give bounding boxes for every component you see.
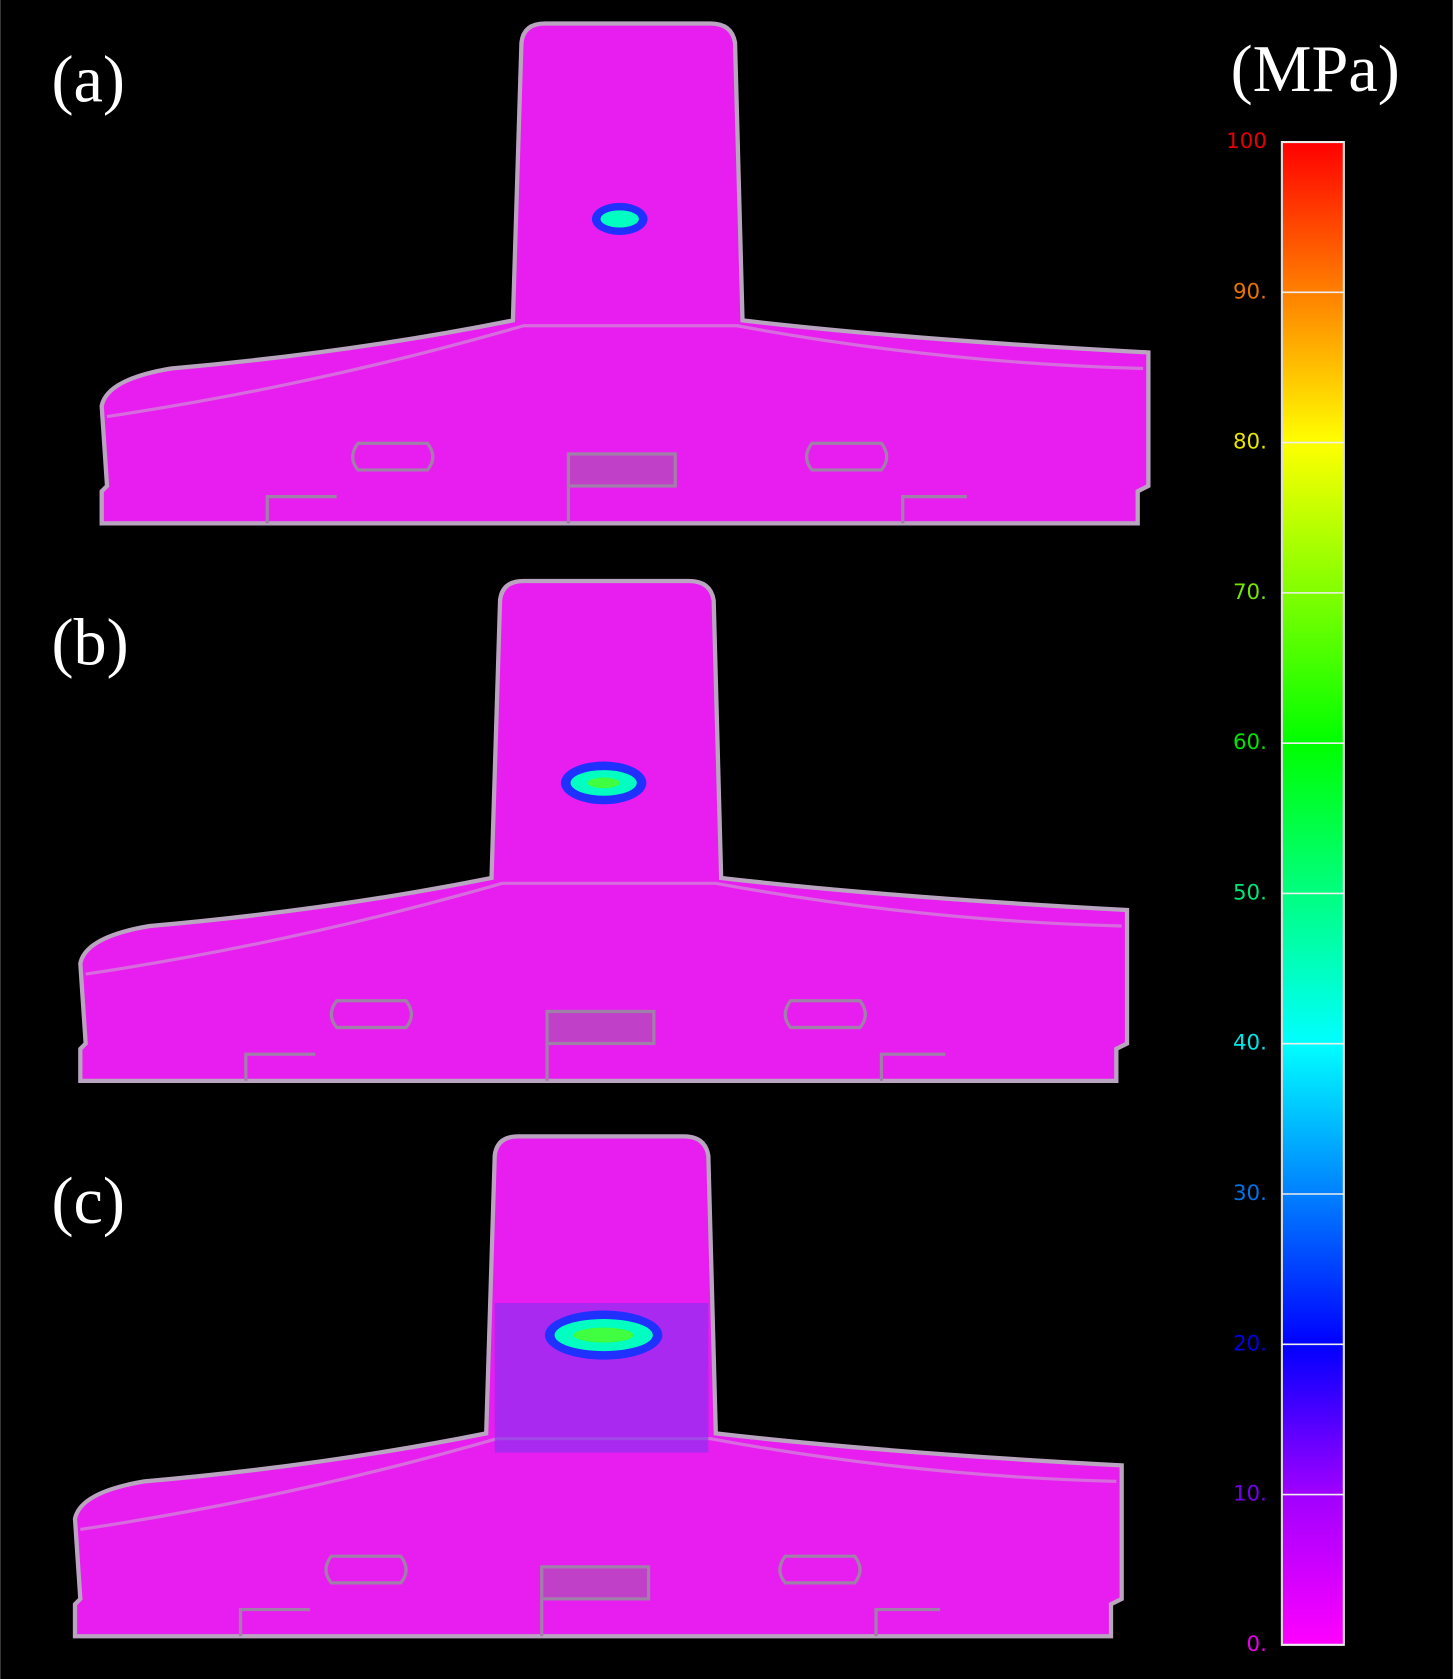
tick-label: 70. [1233,580,1267,605]
tick-label: 20. [1233,1331,1267,1356]
panel-a: (a) [51,23,1148,523]
tick-label: 40. [1233,1031,1267,1056]
tick-label: 10. [1233,1482,1267,1507]
unit-label: (MPa) [1231,33,1400,106]
panel-label: (b) [51,606,128,679]
panel-c: (c) [51,1136,1121,1636]
panel-label: (a) [51,43,125,116]
tick-label: 50. [1233,880,1267,905]
tick-label: 100 [1226,129,1267,154]
panel-b: (b) [51,581,1127,1081]
tick-label: 30. [1233,1181,1267,1206]
tick-label: 0. [1247,1632,1267,1657]
tick-label: 80. [1233,430,1267,455]
tick-label: 60. [1233,730,1267,755]
colorbar-ticks: 0. 10. 20. 30. 40. 50. 60. 70. 80. 90. 100 [1226,129,1344,1657]
panel-label: (c) [51,1165,125,1238]
tick-label: 90. [1233,279,1267,304]
